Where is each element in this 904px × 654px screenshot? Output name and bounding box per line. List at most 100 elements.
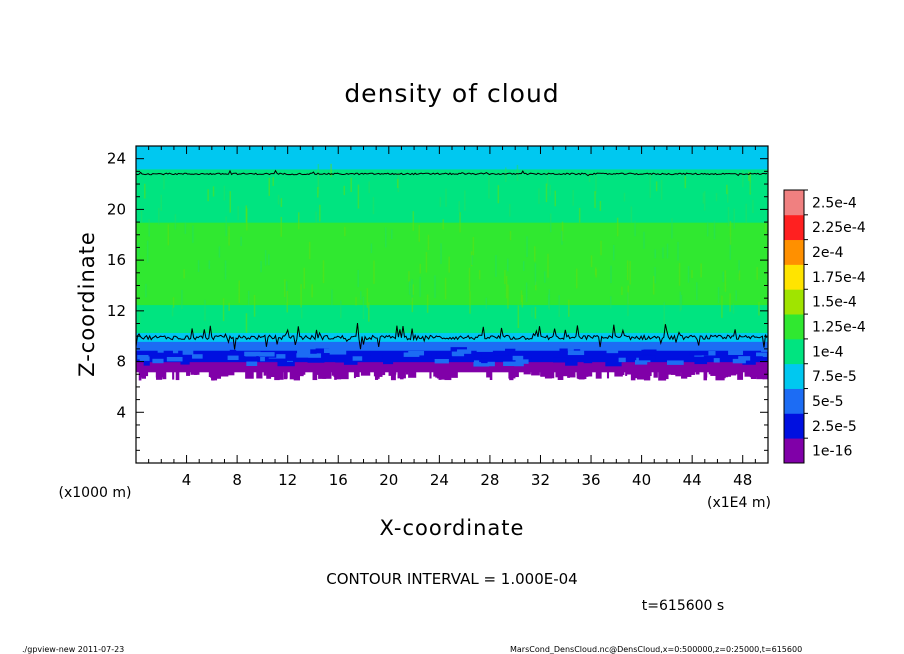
- colorbar-label: 1e-4: [812, 344, 844, 360]
- field-streak: [184, 221, 187, 234]
- cloud-base-fragment: [340, 371, 349, 380]
- heatmap-band: [136, 359, 768, 361]
- cloud-base-fragment: [762, 371, 768, 380]
- colorbar-swatch: [784, 214, 804, 241]
- cloud-layer-fragment: [157, 348, 164, 353]
- cloud-layer-fragment: [434, 358, 449, 364]
- heatmap-band: [136, 163, 768, 166]
- field-streak: [521, 294, 524, 308]
- y-axis-label: Z-coordinate: [75, 231, 99, 377]
- heatmap-band: [136, 257, 768, 260]
- cloud-base-fragment: [451, 371, 458, 378]
- heatmap-band: [136, 238, 768, 241]
- field-streak: [495, 255, 497, 277]
- field-streak: [609, 296, 612, 309]
- field-streak: [679, 291, 682, 312]
- y-tick-label: 8: [116, 353, 126, 371]
- field-streak: [238, 280, 240, 303]
- field-streak: [280, 198, 283, 207]
- field-streak: [717, 287, 720, 304]
- heatmap-band: [136, 161, 768, 164]
- heatmap-band: [136, 260, 768, 262]
- heatmap-band: [136, 233, 768, 236]
- field-streak: [742, 170, 744, 188]
- field-streak: [722, 271, 724, 283]
- heatmap-band: [136, 367, 768, 370]
- x-unit-note: (x1E4 m): [707, 495, 771, 511]
- heatmap-band: [136, 154, 768, 157]
- field-streak: [745, 203, 747, 224]
- heatmap-band: [136, 156, 768, 159]
- field-streak: [504, 269, 506, 285]
- cloud-base-fragment: [695, 371, 700, 375]
- field-streak: [497, 185, 500, 204]
- field-streak: [733, 208, 735, 229]
- heatmap-band: [136, 199, 768, 202]
- field-streak: [600, 240, 602, 256]
- cloud-base-fragment: [569, 371, 576, 378]
- field-streak: [758, 301, 760, 316]
- cloud-base-fragment: [550, 371, 555, 379]
- field-streak: [516, 164, 519, 181]
- field-streak: [523, 261, 525, 271]
- colorbar-label: 2.25e-4: [812, 220, 866, 236]
- cloud-layer-fragment: [638, 355, 656, 361]
- field-streak: [546, 171, 549, 186]
- heatmap-band: [136, 320, 768, 323]
- cloud-base-fragment: [300, 371, 304, 376]
- field-streak: [370, 243, 373, 254]
- heatmap-band: [136, 285, 768, 288]
- heatmap-band: [136, 168, 768, 171]
- cloud-base-fragment: [489, 371, 493, 381]
- colorbar-swatch: [784, 363, 804, 389]
- cloud-layer-fragment: [137, 354, 149, 360]
- colorbar-label: 2e-4: [812, 245, 844, 261]
- cloud-layer-fragment: [606, 348, 619, 354]
- heatmap-band: [136, 329, 768, 332]
- heatmap-band: [136, 331, 768, 333]
- cloud-base-fragment: [681, 371, 688, 379]
- heatmap-band: [136, 298, 768, 301]
- field-streak: [222, 298, 225, 322]
- field-streak: [445, 188, 447, 207]
- field-streak: [634, 220, 636, 237]
- field-streak: [505, 275, 508, 299]
- footer-left: ./gpview-new 2011-07-23: [22, 645, 124, 654]
- heatmap-band: [136, 277, 768, 280]
- x-tick-label: 4: [182, 471, 192, 489]
- heatmap-band: [136, 173, 768, 176]
- field-streak: [680, 294, 683, 310]
- heatmap-band: [136, 341, 768, 344]
- field-streak: [317, 174, 320, 194]
- field-streak: [459, 212, 461, 233]
- field-streak: [649, 174, 651, 199]
- cloud-base-fragment: [703, 371, 708, 381]
- heatmap-band: [136, 284, 768, 287]
- field-streak: [729, 236, 731, 260]
- x-tick-label: 12: [278, 471, 297, 489]
- field-streak: [355, 297, 357, 306]
- field-streak: [534, 263, 537, 286]
- y-tick-label: 20: [107, 200, 126, 218]
- cloud-layer-fragment: [268, 354, 286, 359]
- field-streak: [715, 193, 718, 202]
- field-streak: [561, 231, 563, 245]
- heatmap-band: [136, 365, 768, 368]
- cloud-base-fragment: [318, 371, 327, 379]
- heatmap-band: [136, 357, 768, 360]
- cloud-base-fragment: [390, 371, 396, 381]
- cloud-layer-fragment: [559, 348, 568, 353]
- heatmap-band: [136, 324, 768, 327]
- cloud-layer-fragment: [583, 358, 593, 364]
- cloud-layer-fragment: [515, 359, 529, 364]
- cloud-base-fragment: [245, 371, 254, 379]
- heatmap-band: [136, 274, 768, 276]
- y-axis-ticks: 4 8 12 16 20 24: [107, 150, 768, 451]
- cloud-layer-fragment: [566, 358, 573, 363]
- field-streak: [145, 283, 147, 298]
- cloud-layer-fragment: [323, 348, 336, 354]
- field-streak: [643, 231, 645, 249]
- cloud-layer-fragment: [152, 358, 164, 364]
- heatmap-band: [136, 219, 768, 222]
